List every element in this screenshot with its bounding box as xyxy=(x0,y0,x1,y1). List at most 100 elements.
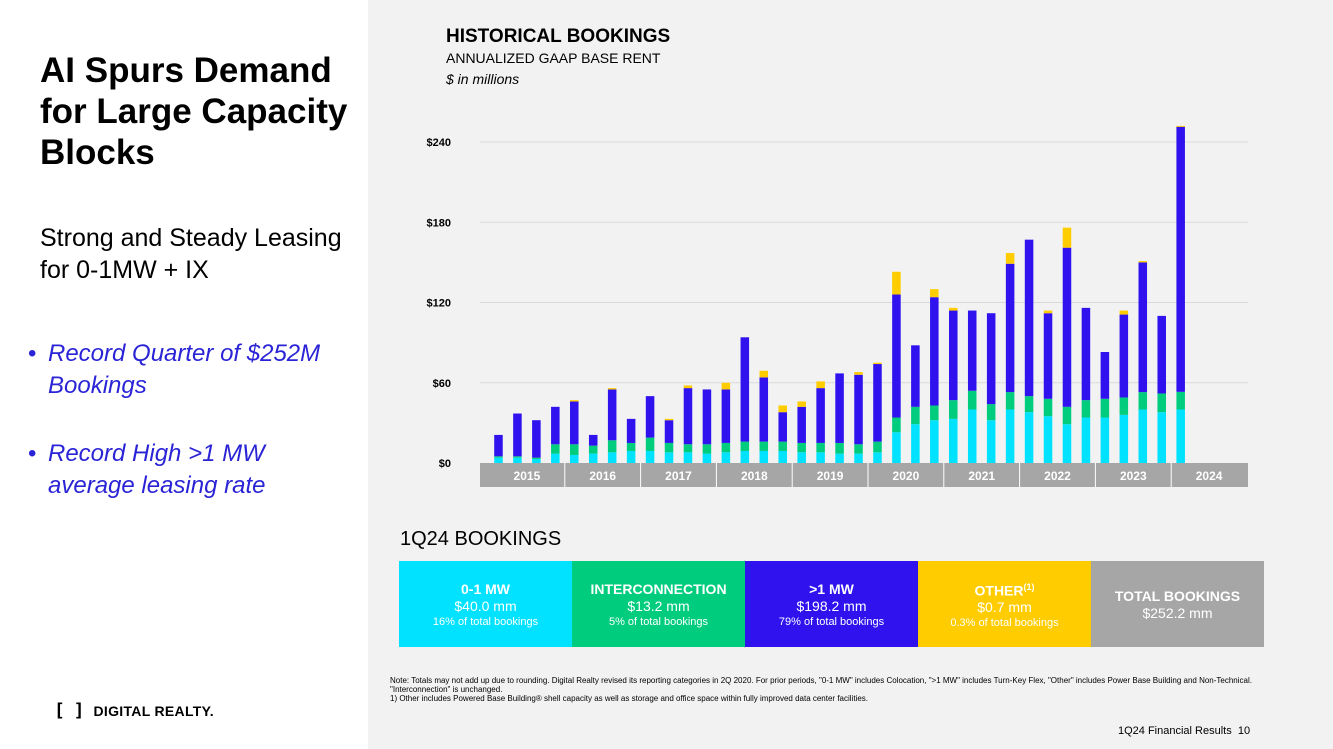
y-tick-label: $240 xyxy=(427,137,451,149)
bar-segment xyxy=(949,310,958,401)
bar-segment xyxy=(513,413,522,457)
bar-segment xyxy=(1081,417,1091,463)
bar-segment xyxy=(854,372,863,375)
bar-segment xyxy=(835,373,844,443)
bar-segment xyxy=(892,417,901,433)
box-amount: $252.2 mm xyxy=(1142,604,1213,621)
bar-segment xyxy=(1081,400,1091,418)
bar-segment xyxy=(494,434,503,457)
page-number: 10 xyxy=(1237,725,1251,737)
bar-segment xyxy=(588,453,598,463)
bar-segment xyxy=(721,442,731,453)
bar-segment xyxy=(759,450,769,463)
bar-segment xyxy=(532,457,541,459)
bar-segment xyxy=(873,441,882,453)
bar-segment xyxy=(607,440,617,453)
y-tick-label: $180 xyxy=(427,217,451,229)
bookings-summary: 0-1 MW $40.0 mm 16% of total bookings IN… xyxy=(399,561,1264,647)
slide-subtitle: Strong and Steady Leasing for 0-1MW + IX xyxy=(40,224,342,284)
company-logo: [ ] DIGITAL REALTY. xyxy=(54,700,214,721)
bar-segment xyxy=(588,445,598,454)
highlight-item: • Record High >1 MW average leasing rate xyxy=(28,438,358,502)
bar-segment xyxy=(664,418,674,421)
bar-segment xyxy=(588,434,598,446)
box-percent: 5% of total bookings xyxy=(608,615,709,628)
bar-segment xyxy=(683,444,693,453)
bar-segment xyxy=(854,444,863,454)
y-tick-label: $0 xyxy=(439,458,451,470)
box-amount: $13.2 mm xyxy=(627,597,690,614)
highlight-item: • Record Quarter of $252M Bookings xyxy=(28,338,358,402)
bar-segment xyxy=(930,297,939,406)
x-tick-label: 2022 xyxy=(1044,469,1071,483)
bookings-box-over-1mw: >1 MW $198.2 mm 79% of total bookings xyxy=(745,561,918,647)
bar-segment xyxy=(835,453,844,463)
bar-segment xyxy=(740,441,750,451)
bar-segment xyxy=(816,452,825,463)
bar-segment xyxy=(759,377,769,442)
bar-segment xyxy=(797,401,806,407)
footer-text: 1Q24 Financial Results xyxy=(1118,725,1232,737)
bar-segment xyxy=(702,444,712,454)
bar-segment xyxy=(1157,315,1166,394)
bar-segment xyxy=(873,364,882,442)
highlight-text: Record High >1 MW average leasing rate xyxy=(48,440,266,499)
bar-segment xyxy=(816,381,825,389)
bar-segment xyxy=(1176,391,1185,410)
x-tick-label: 2015 xyxy=(514,469,541,483)
bar-segment xyxy=(854,374,863,445)
box-label: INTERCONNECTION xyxy=(590,580,727,597)
bar-segment xyxy=(664,452,674,463)
bar-segment xyxy=(532,458,541,463)
bar-segment xyxy=(740,450,750,463)
bookings-box-total: TOTAL BOOKINGS $252.2 mm xyxy=(1091,561,1264,647)
bar-segment xyxy=(702,389,712,445)
bar-segment xyxy=(607,388,617,390)
box-label: 0-1 MW xyxy=(461,580,510,597)
footnote-1: 1) Other includes Powered Base Building®… xyxy=(390,694,868,703)
x-tick-label: 2024 xyxy=(1196,469,1223,483)
bar-segment xyxy=(683,385,693,389)
bar-segment xyxy=(797,442,806,453)
bar-segment xyxy=(1005,253,1015,264)
bar-segment xyxy=(967,390,977,410)
bar-segment xyxy=(645,450,655,463)
box-amount: $198.2 mm xyxy=(796,597,867,614)
box-percent: 16% of total bookings xyxy=(432,615,539,628)
bar-segment xyxy=(1138,261,1148,263)
chart-bars xyxy=(494,125,1185,463)
bar-segment xyxy=(551,406,560,445)
box-amount: $0.7 mm xyxy=(977,599,1032,616)
bar-segment xyxy=(1005,263,1015,393)
bar-segment xyxy=(797,406,806,443)
highlight-text: Record Quarter of $252M Bookings xyxy=(48,340,321,399)
bookings-box-interconnection: INTERCONNECTION $13.2 mm 5% of total boo… xyxy=(572,561,745,647)
bar-segment xyxy=(740,337,750,442)
bar-segment xyxy=(683,388,693,445)
bar-segment xyxy=(1024,239,1034,397)
bar-segment xyxy=(1005,409,1015,463)
footnote: Note: Totals may not add up due to round… xyxy=(390,676,1310,703)
bar-segment xyxy=(949,307,958,311)
bar-segment xyxy=(892,432,901,463)
bar-segment xyxy=(645,437,655,451)
bar-segment xyxy=(1024,396,1034,413)
bar-segment xyxy=(683,452,693,463)
footnote-note: Note: Totals may not add up due to round… xyxy=(390,676,1252,694)
bookings-title: 1Q24 BOOKINGS xyxy=(400,528,562,550)
chart-y-axis: $0 $60 $120 $180 $240 xyxy=(427,137,451,470)
footnote-marker: (1) xyxy=(1023,581,1035,592)
chart-x-axis: 2015 2016 2017 2018 2019 2020 2021 2022 2023 2024 xyxy=(480,463,1248,487)
bar-segment xyxy=(1157,393,1166,413)
bar-segment xyxy=(532,420,541,458)
bar-segment xyxy=(1138,392,1148,410)
logo-text: DIGITAL REALTY. xyxy=(93,702,214,719)
bar-segment xyxy=(494,456,503,458)
bar-segment xyxy=(778,412,787,442)
chart-title: HISTORICAL BOOKINGS xyxy=(446,26,671,47)
bar-segment xyxy=(1138,409,1148,463)
bar-segment xyxy=(949,418,958,463)
bar-segment xyxy=(626,418,636,443)
bar-segment xyxy=(513,456,522,458)
bar-segment xyxy=(986,313,996,405)
